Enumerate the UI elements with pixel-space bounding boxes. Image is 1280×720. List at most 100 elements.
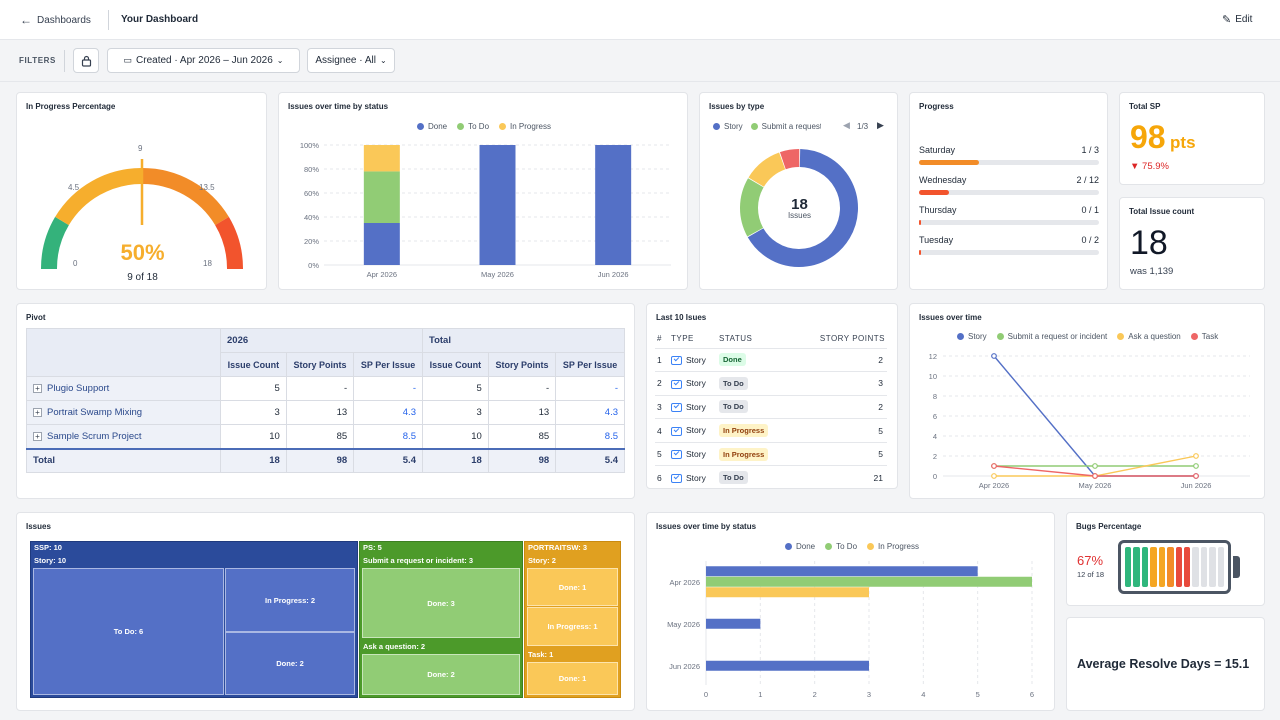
type-label: Story: [686, 401, 706, 412]
battery-cell: [1183, 547, 1191, 587]
assignee-filter-label: Assignee · All: [315, 55, 376, 66]
row-points: 2: [807, 348, 887, 373]
pivot-group-header: Total: [421, 328, 626, 353]
lock-button[interactable]: [73, 48, 99, 73]
battery-cell: [1209, 547, 1216, 587]
row-status: To Do: [717, 371, 807, 396]
treemap-tile[interactable]: Done: 1: [527, 568, 618, 606]
treemap-tile[interactable]: Done: 2: [225, 632, 355, 695]
card-title: Issues over time by status: [656, 522, 757, 531]
table-row[interactable]: 5 Story In Progress 5: [655, 442, 887, 467]
legend-next-icon[interactable]: ▶: [877, 120, 884, 130]
resolve-text: Average Resolve Days = 15.1: [1077, 657, 1250, 671]
legend-item[interactable]: Task: [1190, 332, 1218, 341]
gauge-sub: 9 of 18: [127, 272, 158, 283]
chart-legend: Done To Do In Progress: [417, 122, 551, 131]
in-progress-card: In Progress Percentage 9 4.5 13.5 0 18 5…: [16, 92, 267, 290]
table-row[interactable]: 2 Story To Do 3: [655, 371, 887, 396]
legend-item[interactable]: Done: [785, 542, 815, 551]
treemap-tile[interactable]: Done: 3: [362, 568, 520, 638]
row-type: Story: [669, 371, 717, 396]
pivot-row-label[interactable]: + Portrait Swamp Mixing: [26, 400, 221, 425]
table-row[interactable]: 1 Story Done 2: [655, 348, 887, 373]
legend-item[interactable]: Submit a request or incident: [750, 122, 821, 131]
legend-item[interactable]: In Progress: [867, 542, 919, 551]
x-tick-label: Apr 2026: [979, 481, 1009, 490]
legend-item[interactable]: In Progress: [499, 122, 551, 131]
pivot-col-header[interactable]: Issue Count: [220, 352, 287, 377]
edit-button[interactable]: ✎ Edit: [1222, 13, 1252, 26]
treemap-tile[interactable]: Done: 2: [362, 654, 520, 695]
expand-icon[interactable]: +: [33, 431, 42, 441]
pivot-col-header[interactable]: SP Per Issue: [555, 352, 625, 377]
donut-slice: [747, 149, 858, 267]
gauge-segment: [55, 167, 143, 226]
legend-item[interactable]: To Do: [825, 542, 857, 551]
treemap-label: SSP: 10: [34, 543, 62, 552]
legend-item[interactable]: To Do: [457, 122, 489, 131]
pivot-row-label[interactable]: + Plugio Support: [26, 376, 221, 401]
table-row[interactable]: 6 Story To Do 21: [655, 465, 887, 488]
sp-number: 98: [1130, 119, 1166, 155]
pivot-cell: -: [487, 376, 557, 401]
row-type: Story: [669, 465, 717, 488]
data-point: [991, 473, 997, 479]
treemap-group-ssp[interactable]: SSP: 10 Story: 10 To Do: 6 In Progress: …: [30, 541, 358, 698]
battery-cell: [1125, 547, 1132, 587]
treemap-label: PS: 5: [363, 543, 382, 552]
card-title: Issues: [26, 522, 51, 531]
treemap-tile[interactable]: To Do: 6: [33, 568, 224, 695]
back-button[interactable]: ← Dashboards: [20, 13, 91, 27]
divider: [64, 50, 65, 72]
y-tick-label: 0%: [308, 261, 319, 270]
card-title: Pivot: [26, 313, 46, 322]
col-header: TYPE: [669, 330, 717, 349]
expand-icon[interactable]: +: [33, 408, 42, 417]
card-title: Issues by type: [709, 102, 765, 111]
assignee-filter[interactable]: Assignee · All ⌄: [307, 48, 395, 73]
pivot-col-header[interactable]: SP Per Issue: [353, 352, 423, 377]
treemap-tile[interactable]: In Progress: 2: [225, 568, 355, 632]
total-sp-value: 98 pts: [1130, 119, 1196, 156]
legend-item[interactable]: Story: [713, 122, 743, 131]
progress-label: Thursday: [919, 205, 957, 215]
created-filter[interactable]: ▭ Created · Apr 2026 – Jun 2026 ⌄: [107, 48, 300, 73]
legend-item[interactable]: Submit a request or incident: [996, 332, 1107, 341]
data-point: [1092, 463, 1098, 469]
divider: [108, 10, 109, 30]
treemap-tile[interactable]: In Progress: 1: [527, 607, 618, 646]
chart-legend: Done To Do In Progress: [785, 542, 919, 551]
status-badge: To Do: [719, 400, 748, 414]
legend-item[interactable]: Done: [417, 122, 447, 131]
bar: [363, 223, 400, 265]
pivot-col-header[interactable]: Issue Count: [421, 352, 489, 377]
y-tick-label: Apr 2026: [670, 578, 700, 587]
battery-cell: [1133, 547, 1140, 587]
battery-cell: [1175, 547, 1182, 587]
bugs-sub: 12 of 18: [1077, 570, 1105, 579]
legend-prev-icon[interactable]: ◀: [843, 120, 850, 130]
treemap-tile[interactable]: Done: 1: [527, 662, 618, 695]
expand-icon[interactable]: +: [33, 384, 42, 393]
pivot-row-label[interactable]: + Sample Scrum Project: [26, 424, 221, 449]
legend-item[interactable]: Story: [957, 332, 987, 341]
pivot-col-header[interactable]: Story Points: [285, 352, 355, 377]
treemap-label: Submit a request or incident: 3: [363, 556, 474, 565]
donut-total-label: Issues: [787, 211, 812, 220]
pivot-col-header[interactable]: Story Points: [487, 352, 557, 377]
bar: [479, 145, 516, 265]
treemap-group-ps[interactable]: PS: 5 Submit a request or incident: 3 Do…: [359, 541, 523, 698]
col-header: STATUS: [717, 330, 807, 349]
pivot-group-header: 2026: [220, 328, 423, 353]
legend-item[interactable]: Ask a question: [1117, 332, 1181, 341]
table-row[interactable]: 3 Story To Do 2: [655, 395, 887, 420]
gauge-segment: [214, 216, 244, 270]
gauge-tick: 13.5: [199, 183, 215, 192]
treemap-group-portraitsw[interactable]: PORTRAITSW: 3 Story: 2 Done: 1 In Progre…: [524, 541, 621, 698]
x-tick-label: 1: [758, 690, 762, 699]
battery-cell: [1167, 547, 1174, 587]
pivot-row: + Sample Scrum Project 10 85 8.5 10 85 8.5: [26, 424, 625, 449]
chart-legend: Story Submit a request or incident: [713, 122, 821, 131]
table-row[interactable]: 4 Story In Progress 5: [655, 418, 887, 443]
last10-card: Last 10 Isues # TYPE STATUS STORY POINTS…: [646, 303, 898, 489]
